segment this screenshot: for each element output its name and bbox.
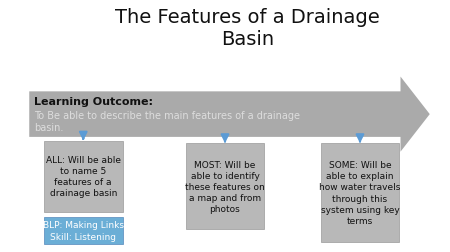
Text: Learning Outcome:: Learning Outcome: (34, 97, 153, 107)
Text: BLP: Making Links
Skill: Listening: BLP: Making Links Skill: Listening (43, 220, 124, 241)
Polygon shape (29, 77, 430, 152)
Text: The Features of a Drainage
Basin: The Features of a Drainage Basin (115, 8, 380, 48)
FancyBboxPatch shape (44, 217, 122, 244)
Text: To Be able to describe the main features of a drainage
basin.: To Be able to describe the main features… (34, 110, 300, 133)
Text: MOST: Will be
able to identify
these features on
a map and from
photos: MOST: Will be able to identify these fea… (185, 160, 265, 213)
FancyBboxPatch shape (44, 141, 122, 212)
FancyBboxPatch shape (185, 144, 264, 229)
Text: SOME: Will be
able to explain
how water travels
through this
system using key
te: SOME: Will be able to explain how water … (320, 161, 400, 225)
Text: ALL: Will be able
to name 5
features of a
drainage basin: ALL: Will be able to name 5 features of … (46, 155, 121, 198)
FancyBboxPatch shape (320, 144, 400, 242)
